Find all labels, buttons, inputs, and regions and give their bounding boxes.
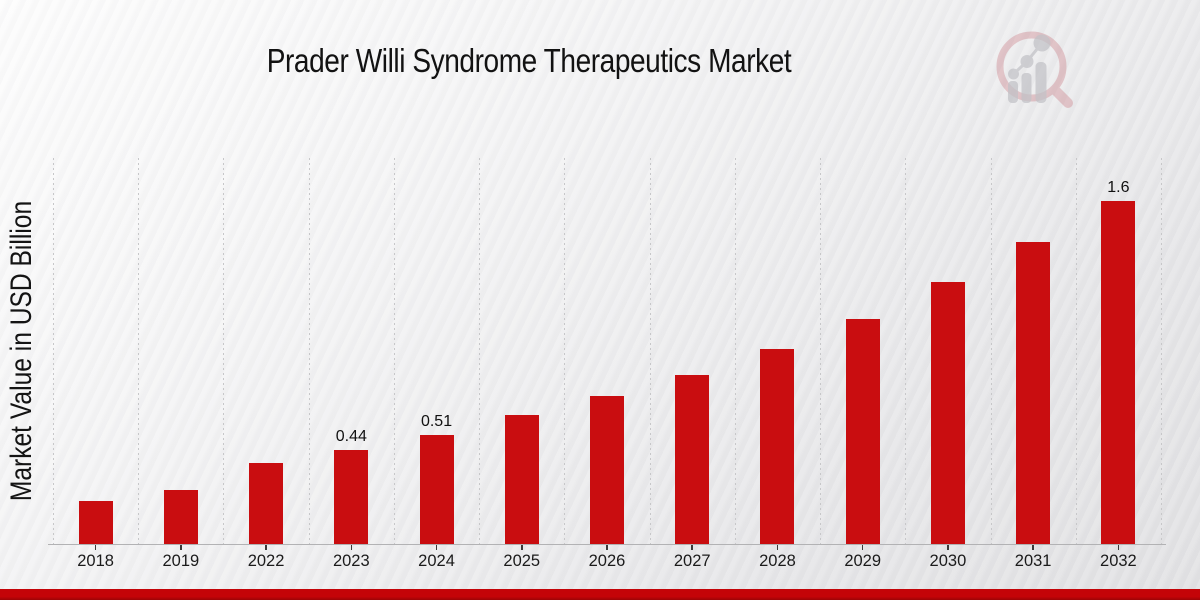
- gridline: [905, 158, 907, 544]
- gridline: [820, 158, 822, 544]
- gridline: [649, 158, 651, 544]
- bar-value-label-2023: 0.44: [335, 427, 367, 445]
- bar-2030: [930, 282, 965, 544]
- y-axis-label: Market Value in USD Billion: [5, 200, 39, 502]
- x-tick-label-2028: 2028: [759, 552, 796, 570]
- bar-2023: [334, 449, 369, 544]
- gridline: [990, 158, 992, 544]
- gridline: [479, 158, 481, 544]
- x-axis-tick: [265, 545, 267, 550]
- gridline: [223, 158, 225, 544]
- x-tick-label-2026: 2026: [588, 552, 626, 570]
- x-tick-label-2019: 2019: [162, 552, 200, 570]
- gridline: [138, 158, 140, 544]
- bar-2022: [249, 462, 284, 544]
- x-tick-label-2025: 2025: [503, 552, 541, 570]
- bar-2027: [675, 374, 710, 544]
- gridline: [734, 158, 736, 544]
- magnifier-handle-icon: [1051, 86, 1073, 108]
- x-axis-tick: [521, 545, 523, 550]
- gridline: [393, 158, 395, 544]
- chart-title: Prader Willi Syndrome Therapeutics Marke…: [266, 42, 792, 79]
- x-axis-tick: [691, 545, 693, 550]
- bar-2026: [590, 396, 624, 544]
- x-tick-label-2022: 2022: [247, 552, 285, 570]
- bar-2029: [845, 318, 880, 544]
- x-tick-label-2018: 2018: [77, 552, 114, 570]
- gridline: [53, 158, 54, 544]
- x-axis-tick: [350, 545, 353, 550]
- x-axis-tick: [861, 545, 864, 550]
- x-axis-tick: [606, 545, 608, 550]
- y-axis-label-area: Market Value in USD Billion: [0, 158, 44, 544]
- bar-2032: [1101, 200, 1136, 544]
- bar-2018: [78, 501, 113, 544]
- growth-bars-icon: [1008, 34, 1051, 103]
- x-axis-tick: [94, 545, 97, 550]
- bar-2025: [504, 415, 539, 544]
- gridline: [1075, 158, 1077, 544]
- bar-2031: [1016, 241, 1051, 544]
- gridline: [564, 158, 566, 544]
- x-tick-label-2029: 2029: [844, 552, 882, 570]
- bar-2024: [419, 434, 454, 544]
- x-tick-label-2024: 2024: [418, 552, 455, 570]
- gridline: [308, 158, 310, 544]
- x-axis-tick: [180, 545, 182, 550]
- x-axis-tick: [435, 545, 438, 550]
- x-axis-tick: [1032, 545, 1034, 550]
- bar-2028: [760, 348, 795, 544]
- x-tick-label-2031: 2031: [1014, 552, 1052, 570]
- x-axis-tick: [1117, 545, 1120, 550]
- brand-logo: [988, 22, 1080, 114]
- bar-value-label-2024: 0.51: [420, 412, 453, 430]
- x-axis-tick: [947, 545, 949, 550]
- magnifier-growth-chart-icon: [996, 31, 1073, 108]
- x-tick-label-2030: 2030: [929, 552, 967, 570]
- bar-value-label-2032: 1.6: [1107, 178, 1130, 196]
- x-tick-label-2027: 2027: [673, 552, 711, 570]
- x-tick-label-2032: 2032: [1100, 552, 1137, 570]
- x-axis-tick: [776, 545, 779, 550]
- plot-area: 0.44 0.51 1.6: [53, 158, 1162, 544]
- gridline: [1161, 158, 1162, 544]
- x-tick-label-2023: 2023: [332, 552, 370, 570]
- x-axis-line: [48, 544, 1166, 545]
- bar-2019: [163, 490, 198, 544]
- footer-accent-bar: [0, 589, 1200, 600]
